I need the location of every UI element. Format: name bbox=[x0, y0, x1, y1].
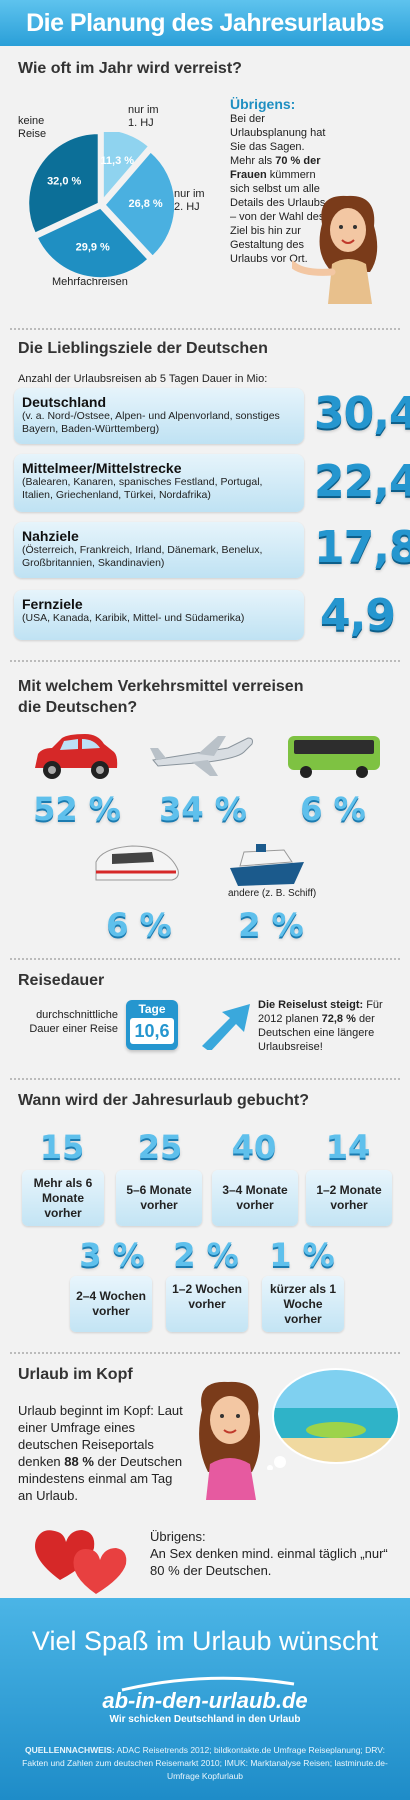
footer-slogan: Wir schicken Deutschland in den Urlaub bbox=[109, 1714, 301, 1725]
car-icon bbox=[35, 734, 118, 779]
destination-value: 4,9 bbox=[320, 590, 396, 641]
destination-desc: (v. a. Nord-/Ostsee, Alpen- und Alpenvor… bbox=[22, 410, 280, 435]
trend-bold: Die Reiselust steigt: bbox=[258, 999, 364, 1011]
note-bold: 70 % der Frauen bbox=[230, 155, 321, 181]
mind-text-1: Urlaub beginnt im Kopf: Laut einer Umfra… bbox=[18, 1403, 183, 1469]
bus-icon bbox=[288, 736, 380, 778]
destination-card-deutschland: Deutschland (v. a. Nord-/Ostsee, Alpen- … bbox=[14, 388, 304, 444]
destination-value: 22,4 bbox=[314, 456, 410, 507]
divider bbox=[10, 958, 400, 960]
transport-value-bus: 6 % bbox=[300, 790, 366, 828]
booking-pct: 2 % bbox=[173, 1236, 239, 1274]
transport-title-line-2: die Deutschen? bbox=[18, 699, 138, 716]
footer-sources: QUELLENNACHWEIS: ADAC Reisetrends 2012; … bbox=[16, 1744, 394, 1783]
pie-slice bbox=[102, 132, 150, 202]
mind-note: Übrigens: An Sex denken mind. einmal täg… bbox=[150, 1528, 390, 1579]
mind-note-title: Übrigens: bbox=[150, 1529, 206, 1544]
destination-value: 30,4 bbox=[314, 388, 410, 439]
destination-desc: (Balearen, Kanaren, spanisches Festland,… bbox=[22, 476, 263, 501]
page-title: Die Planung des Jahresurlaubs bbox=[0, 0, 410, 46]
mind-text: Urlaub beginnt im Kopf: Laut einer Umfra… bbox=[18, 1402, 186, 1504]
footer-sources-label: QUELLENNACHWEIS: bbox=[24, 1745, 115, 1755]
pie-slice-value: 29,9 % bbox=[76, 242, 110, 254]
booking-card: 5–6 Monate vorher bbox=[116, 1170, 202, 1226]
logo-swoosh-icon bbox=[121, 1676, 295, 1692]
mind-text-2: der Deutschen mindestens einmal am Tag a… bbox=[18, 1454, 183, 1503]
pie-slice-value: 11,3 % bbox=[100, 155, 134, 167]
destinations-title: Die Lieblingsziele der Deutschen bbox=[18, 340, 268, 357]
pie-label-keine-reise: keine Reise bbox=[18, 115, 47, 140]
transport-value-airplane: 34 % bbox=[159, 790, 247, 828]
footer: Viel Spaß im Urlaub wünscht ab-in-den-ur… bbox=[0, 1598, 410, 1800]
ship-icon bbox=[230, 844, 304, 886]
booking-card: kürzer als 1 Woche vorher bbox=[262, 1276, 344, 1332]
pie-slice-value: 26,8 % bbox=[128, 198, 162, 210]
divider bbox=[10, 328, 400, 330]
mind-title: Urlaub im Kopf bbox=[18, 1366, 133, 1383]
footer-logo[interactable]: ab-in-den-urlaub.de bbox=[102, 1688, 308, 1713]
transport-title: Mit welchem Verkehrsmittel verreisen die… bbox=[18, 676, 303, 718]
duration-label: durchschnittliche Dauer einer Reise bbox=[29, 1009, 118, 1035]
booking-title: Wann wird der Jahresurlaub gebucht? bbox=[18, 1092, 309, 1109]
booking-pct: 3 % bbox=[79, 1236, 145, 1274]
frequency-pie-chart: 11,3 % 26,8 % 29,9 % 32,0 % bbox=[28, 132, 174, 278]
note-title: Übrigens: bbox=[230, 96, 296, 112]
transport-value-ship: 2 % bbox=[238, 906, 304, 944]
trend-pct: 72,8 % bbox=[321, 1013, 356, 1025]
train-icon bbox=[95, 845, 179, 881]
booking-card: 2–4 Wochen vorher bbox=[70, 1276, 152, 1332]
booking-card: Mehr als 6 Monate vorher bbox=[22, 1170, 104, 1226]
woman-thinking-illustration bbox=[199, 1381, 260, 1500]
hearts-icon bbox=[35, 1530, 127, 1594]
badge-label: Tage bbox=[138, 1002, 166, 1016]
transport-note-other: andere (z. B. Schiff) bbox=[228, 888, 317, 899]
booking-card: 1–2 Monate vorher bbox=[306, 1170, 392, 1226]
pie-slice bbox=[36, 207, 150, 278]
duration-badge: Tage 10,6 bbox=[126, 1000, 178, 1050]
destination-card-fernziele: Fernziele (USA, Kanada, Karibik, Mittel-… bbox=[14, 590, 304, 640]
footer-wish: Viel Spaß im Urlaub wünscht bbox=[31, 1626, 379, 1656]
trend-text-1: Für 2012 planen bbox=[258, 999, 383, 1025]
destination-name: Deutschland bbox=[22, 394, 107, 410]
duration-trend: Die Reiselust steigt: Für 2012 planen 72… bbox=[258, 998, 403, 1054]
trend-text-2: der Deutschen eine längere Urlaubsreise! bbox=[258, 1013, 375, 1053]
duration-title: Reisedauer bbox=[18, 972, 105, 989]
destination-card-mittelmeer: Mittelmeer/Mittelstrecke (Balearen, Kana… bbox=[14, 454, 304, 512]
divider bbox=[10, 1078, 400, 1080]
frequency-note: Übrigens: Bei der Urlaubsplanung hat Sie… bbox=[230, 96, 330, 266]
beach-thought-bubble bbox=[267, 1368, 400, 1470]
destination-value: 17,8 bbox=[314, 522, 410, 573]
booking-card: 3–4 Monate vorher bbox=[212, 1170, 298, 1226]
woman-illustration bbox=[292, 195, 378, 304]
pie-label-2hj: nur im 2. HJ bbox=[174, 188, 205, 213]
destination-name: Mittelmeer/Mittelstrecke bbox=[22, 460, 182, 476]
airplane-icon bbox=[150, 736, 253, 776]
footer-sources-text: ADAC Reisetrends 2012; bildkontakte.de U… bbox=[22, 1745, 388, 1781]
mind-note-text: An Sex denken mind. einmal täglich „nur“… bbox=[150, 1546, 388, 1578]
destination-desc: (Österreich, Frankreich, Irland, Dänemar… bbox=[22, 544, 263, 569]
frequency-title: Wie oft im Jahr wird verreist? bbox=[18, 60, 242, 77]
divider bbox=[10, 660, 400, 662]
pie-label-mehrfach: Mehrfachreisen bbox=[52, 276, 128, 288]
transport-value-train: 6 % bbox=[106, 906, 172, 944]
badge-value: 10,6 bbox=[130, 1018, 174, 1044]
destination-name: Nahziele bbox=[22, 528, 79, 544]
pie-slice bbox=[28, 132, 100, 235]
pie-slice-value: 32,0 % bbox=[47, 176, 81, 188]
note-text-2: kümmern sich selbst um alle Details des … bbox=[230, 169, 326, 265]
note-text-1: Bei der Urlaubsplanung hat Sie das Sagen… bbox=[230, 113, 326, 167]
trend-arrow-icon bbox=[202, 1004, 250, 1050]
destination-name: Fernziele bbox=[22, 596, 83, 612]
mind-text-bold: 88 % bbox=[64, 1454, 94, 1469]
destination-desc: (USA, Kanada, Karibik, Mittel- und Südam… bbox=[22, 612, 245, 624]
booking-card: 1–2 Wochen vorher bbox=[166, 1276, 248, 1332]
booking-pct: 1 % bbox=[269, 1236, 335, 1274]
destinations-subtitle: Anzahl der Urlaubsreisen ab 5 Tagen Daue… bbox=[18, 373, 268, 385]
pie-label-1hj: nur im 1. HJ bbox=[128, 104, 159, 129]
transport-value-car: 52 % bbox=[33, 790, 121, 828]
pie-slice bbox=[103, 150, 174, 258]
transport-title-line-1: Mit welchem Verkehrsmittel verreisen bbox=[18, 678, 304, 695]
destination-card-nahziele: Nahziele (Österreich, Frankreich, Irland… bbox=[14, 522, 304, 578]
divider bbox=[10, 1352, 400, 1354]
